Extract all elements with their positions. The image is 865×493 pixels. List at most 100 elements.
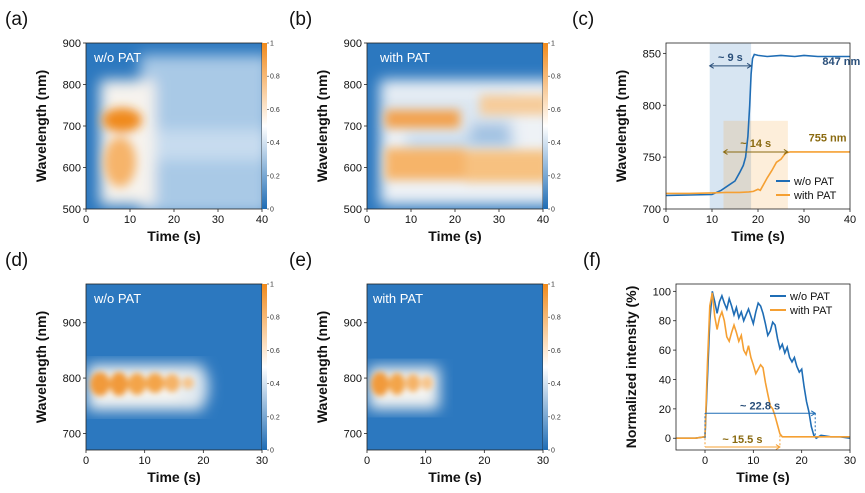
x-axis-title: Time (s) <box>736 469 789 485</box>
panel-a-condition: w/o PAT <box>93 50 141 65</box>
x-tick-label: 0 <box>663 214 669 226</box>
legend-entry: with PAT <box>793 190 837 202</box>
y-tick-label: 800 <box>344 373 362 385</box>
y-tick-label: 900 <box>63 318 81 330</box>
x-tick-label: 10 <box>747 455 759 467</box>
colorbar-tick-label: 0.4 <box>551 140 561 147</box>
colorbar-tick-label: 0.4 <box>551 381 561 388</box>
colorbar-tick-label: 0.6 <box>270 348 280 355</box>
panel-b-condition: with PAT <box>379 50 430 65</box>
panel-d-colorbar: 0 0.2 0.4 0.6 0.8 1 <box>262 282 280 455</box>
x-tick-label: 20 <box>168 214 180 226</box>
y-tick-label: 600 <box>63 163 81 175</box>
x-tick-label: 40 <box>537 214 549 226</box>
y-tick-label: 100 <box>653 286 671 298</box>
colorbar-tick-label: 0.6 <box>270 107 280 114</box>
x-tick-label: 0 <box>364 455 370 467</box>
colorbar-tick-label: 0 <box>551 207 555 214</box>
series-line <box>676 292 850 439</box>
panel-a: (a) w/o PAT 0 0.2 0.4 0.6 0.8 1 0 10 20 30 40 500 6… <box>5 9 280 244</box>
colorbar-tick-label: 1 <box>551 282 555 289</box>
duration-label: ~ 9 s <box>718 52 743 64</box>
arrow-head <box>810 410 817 417</box>
panel-c-linechart: ~ 9 s ~ 14 s 847 nm 755 nm w/o PAT with PAT <box>665 43 861 209</box>
x-tick-label: 30 <box>493 214 505 226</box>
y-tick-label: 0 <box>665 433 671 445</box>
x-tick-label: 0 <box>83 455 89 467</box>
colorbar-tick-label: 0.6 <box>551 348 561 355</box>
x-tick-label: 0 <box>702 455 708 467</box>
arrow-head <box>708 62 714 69</box>
y-tick-label: 20 <box>659 404 671 416</box>
panel-d-condition: w/o PAT <box>93 291 141 306</box>
series-line <box>676 291 851 440</box>
x-tick-label: 10 <box>124 214 136 226</box>
colorbar-tick-label: 0.2 <box>551 414 561 421</box>
panel-a-heatmap <box>86 43 262 209</box>
x-axis-title: Time (s) <box>731 228 784 244</box>
y-tick-label: 800 <box>344 80 362 92</box>
colorbar-tick-label: 0.2 <box>270 414 280 421</box>
x-tick-label: 30 <box>798 214 810 226</box>
y-tick-label: 900 <box>63 38 81 50</box>
y-axis-title: Wavelength (nm) <box>33 70 49 182</box>
y-tick-label: 600 <box>344 163 362 175</box>
x-tick-label: 20 <box>478 455 490 467</box>
arrow-head <box>722 149 728 155</box>
panel-e-label: (e) <box>289 250 312 271</box>
panel-f-linechart: ~ 22.8 s ~ 15.5 s w/o PAT with PAT <box>676 291 851 450</box>
panel-e-heatmap <box>367 284 543 450</box>
panel-b-label: (b) <box>289 9 312 30</box>
panel-f-label: (f) <box>583 250 601 271</box>
x-axis-title: Time (s) <box>147 228 200 244</box>
x-tick-label: 0 <box>364 214 370 226</box>
value-label: 847 nm <box>822 56 860 68</box>
y-tick-label: 500 <box>63 204 81 216</box>
colorbar-tick-label: 0.8 <box>551 315 561 322</box>
x-tick-label: 10 <box>405 214 417 226</box>
y-axis-title: Wavelength (nm) <box>314 70 330 182</box>
x-tick-label: 20 <box>796 455 808 467</box>
y-tick-label: 700 <box>643 204 661 216</box>
panel-d: (d) w/o PAT 0 0.2 0.4 0.6 0.8 1 0 10 20 30 700 800… <box>5 250 280 485</box>
panel-d-label: (d) <box>5 250 28 271</box>
x-tick-label: 40 <box>844 214 856 226</box>
x-tick-label: 20 <box>752 214 764 226</box>
legend-entry: w/o PAT <box>789 291 830 303</box>
y-tick-label: 700 <box>63 121 81 133</box>
colorbar-tick-label: 0.8 <box>551 74 561 81</box>
legend-entry: with PAT <box>789 305 833 317</box>
x-tick-label: 0 <box>83 214 89 226</box>
panel-f: (f) ~ 22.8 s ~ 15.5 s w/o PAT with PAT 0 10 2… <box>583 250 856 485</box>
panel-b: (b) with PAT 0 0.2 0.4 0.6 0.8 1 0 10 20 30 40 500… <box>289 9 561 244</box>
colorbar-tick-label: 0.4 <box>270 381 280 388</box>
x-tick-label: 30 <box>537 455 549 467</box>
y-tick-label: 850 <box>643 48 661 60</box>
y-axis-title: Normalized intensity (%) <box>623 286 639 449</box>
duration-label: ~ 22.8 s <box>740 400 780 412</box>
y-tick-label: 800 <box>63 80 81 92</box>
x-tick-label: 30 <box>212 214 224 226</box>
panel-f-frame <box>675 283 851 451</box>
colorbar-tick-label: 0 <box>270 207 274 214</box>
y-tick-label: 700 <box>344 121 362 133</box>
panel-a-colorbar: 0 0.2 0.4 0.6 0.8 1 <box>262 41 280 214</box>
shaded-region <box>709 43 752 209</box>
colorbar-tick-label: 1 <box>270 41 274 48</box>
panel-d-heatmap <box>86 284 262 450</box>
y-axis-title: Wavelength (nm) <box>613 70 629 182</box>
x-tick-label: 40 <box>256 214 268 226</box>
x-tick-label: 30 <box>844 455 856 467</box>
y-tick-label: 500 <box>344 204 362 216</box>
arrow-head <box>746 62 753 69</box>
x-tick-label: 20 <box>197 455 209 467</box>
colorbar-tick-label: 0 <box>270 448 274 455</box>
y-tick-label: 800 <box>63 373 81 385</box>
panel-e-condition: with PAT <box>372 291 423 306</box>
y-tick-label: 80 <box>659 316 671 328</box>
y-tick-label: 700 <box>344 428 362 440</box>
panel-b-heatmap <box>367 43 543 209</box>
x-tick-label: 10 <box>706 214 718 226</box>
y-axis-title: Wavelength (nm) <box>33 311 49 423</box>
y-tick-label: 40 <box>659 374 671 386</box>
